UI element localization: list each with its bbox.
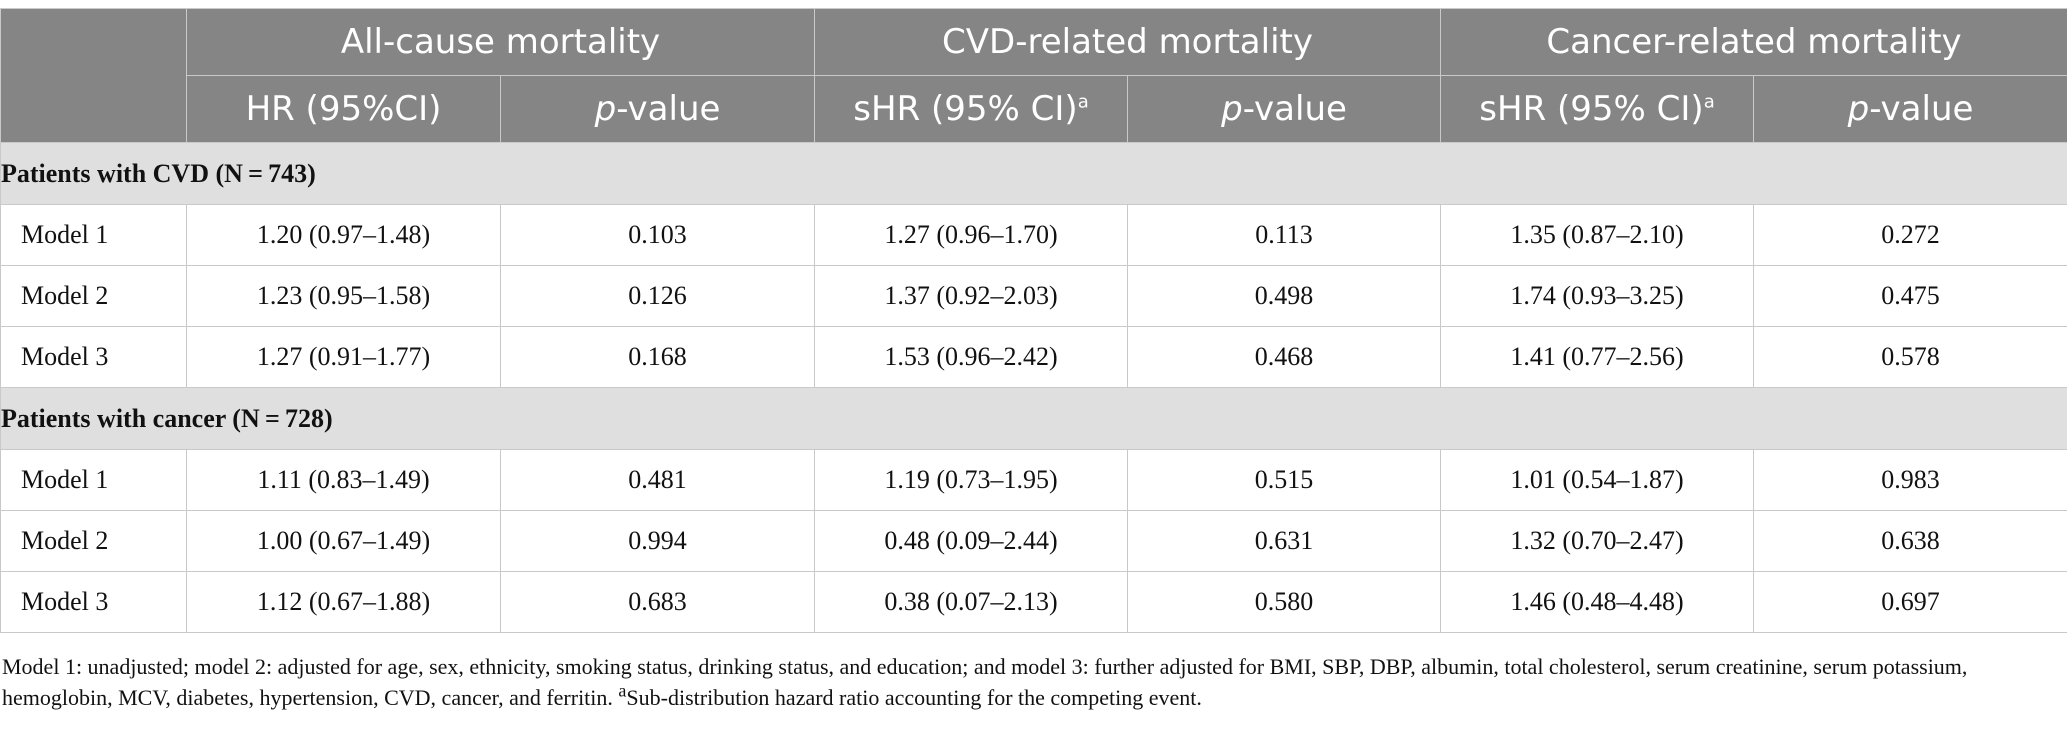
cell-shr-cancer: 1.01 (0.54–1.87) <box>1440 449 1755 511</box>
header-p-rest: -value <box>1242 89 1347 129</box>
header-hr-95ci: HR (95%CI) <box>186 75 501 143</box>
header-p-italic: p <box>1847 89 1870 129</box>
header-row-groups: All-cause mortality CVD-related mortalit… <box>0 8 2067 143</box>
header-footnote-mark: a <box>1077 91 1089 113</box>
header-cancer-related: Cancer-related mortality <box>1440 8 2067 76</box>
header-p-value-cancer: p-value <box>1753 75 2067 143</box>
header-shr-cvd-label: sHR (95% CI) <box>853 89 1078 129</box>
table-row: Model 3 1.12 (0.67–1.88) 0.683 0.38 (0.0… <box>0 571 2067 633</box>
table-row: Model 1 1.11 (0.83–1.49) 0.481 1.19 (0.7… <box>0 449 2067 511</box>
section-row-cvd: Patients with CVD (N = 743) <box>0 142 2067 205</box>
footnote-models: Model 1: unadjusted; model 2: adjusted f… <box>2 654 1968 710</box>
cell-hr: 1.00 (0.67–1.49) <box>186 510 501 572</box>
footnote-shr-note: Sub-distribution hazard ratio accounting… <box>626 685 1202 710</box>
cell-p-cvd: 0.631 <box>1127 510 1442 572</box>
header-corner-cell <box>0 8 187 143</box>
cell-shr-cvd: 0.38 (0.07–2.13) <box>814 571 1129 633</box>
model-label: Model 3 <box>0 571 187 633</box>
model-label: Model 1 <box>0 204 187 266</box>
cell-p-cancer: 0.475 <box>1753 265 2067 327</box>
cell-shr-cvd: 1.53 (0.96–2.42) <box>814 326 1129 388</box>
cell-p-cvd: 0.515 <box>1127 449 1442 511</box>
cell-shr-cvd: 0.48 (0.09–2.44) <box>814 510 1129 572</box>
header-shr-cancer: sHR (95% CI)a <box>1440 75 1755 143</box>
results-table-container: All-cause mortality CVD-related mortalit… <box>0 8 2067 633</box>
table-row: Model 3 1.27 (0.91–1.77) 0.168 1.53 (0.9… <box>0 326 2067 388</box>
footnote-mark: a <box>618 680 627 701</box>
cell-p-cvd: 0.580 <box>1127 571 1442 633</box>
header-p-value-allcause: p-value <box>499 75 816 143</box>
model-label: Model 2 <box>0 510 187 572</box>
cell-hr: 1.20 (0.97–1.48) <box>186 204 501 266</box>
cell-shr-cancer: 1.35 (0.87–2.10) <box>1440 204 1755 266</box>
model-label: Model 3 <box>0 326 187 388</box>
cell-hr: 1.11 (0.83–1.49) <box>186 449 501 511</box>
cell-hr: 1.27 (0.91–1.77) <box>186 326 501 388</box>
cell-shr-cancer: 1.46 (0.48–4.48) <box>1440 571 1755 633</box>
cell-p-cancer: 0.697 <box>1753 571 2067 633</box>
cell-shr-cancer: 1.32 (0.70–2.47) <box>1440 510 1755 572</box>
cell-p-allcause: 0.683 <box>499 571 816 633</box>
table-row: Model 2 1.23 (0.95–1.58) 0.126 1.37 (0.9… <box>0 265 2067 327</box>
header-p-rest: -value <box>616 89 721 129</box>
header-p-value-cvd: p-value <box>1127 75 1442 143</box>
cell-p-cancer: 0.272 <box>1753 204 2067 266</box>
header-p-italic: p <box>594 89 617 129</box>
model-label: Model 1 <box>0 449 187 511</box>
header-footnote-mark: a <box>1703 91 1715 113</box>
table-footnote: Model 1: unadjusted; model 2: adjusted f… <box>2 651 2057 713</box>
cell-shr-cvd: 1.19 (0.73–1.95) <box>814 449 1129 511</box>
cell-shr-cancer: 1.74 (0.93–3.25) <box>1440 265 1755 327</box>
section-title: Patients with cancer (N = 728) <box>0 387 2067 450</box>
header-cvd-related: CVD-related mortality <box>814 8 1442 76</box>
header-p-italic: p <box>1221 89 1243 129</box>
cell-p-cvd: 0.498 <box>1127 265 1442 327</box>
header-shr-cancer-label: sHR (95% CI) <box>1479 89 1704 129</box>
cell-p-allcause: 0.994 <box>499 510 816 572</box>
cell-p-cancer: 0.983 <box>1753 449 2067 511</box>
cell-p-allcause: 0.168 <box>499 326 816 388</box>
header-row-columns: HR (95%CI) p-value sHR (95% CI)a p-value… <box>1 75 2067 143</box>
model-label: Model 2 <box>0 265 187 327</box>
cell-p-cancer: 0.638 <box>1753 510 2067 572</box>
cell-shr-cancer: 1.41 (0.77–2.56) <box>1440 326 1755 388</box>
section-row-cancer: Patients with cancer (N = 728) <box>0 387 2067 450</box>
header-hr-label: HR (95%CI) <box>245 89 442 129</box>
cell-p-allcause: 0.103 <box>499 204 816 266</box>
cell-shr-cvd: 1.27 (0.96–1.70) <box>814 204 1129 266</box>
header-p-rest: -value <box>1869 89 1974 129</box>
mortality-hazard-table: All-cause mortality CVD-related mortalit… <box>0 8 2067 633</box>
header-shr-cvd: sHR (95% CI)a <box>814 75 1129 143</box>
cell-p-allcause: 0.481 <box>499 449 816 511</box>
cell-hr: 1.12 (0.67–1.88) <box>186 571 501 633</box>
cell-p-cancer: 0.578 <box>1753 326 2067 388</box>
cell-p-allcause: 0.126 <box>499 265 816 327</box>
cell-p-cvd: 0.113 <box>1127 204 1442 266</box>
table-row: Model 1 1.20 (0.97–1.48) 0.103 1.27 (0.9… <box>0 204 2067 266</box>
cell-p-cvd: 0.468 <box>1127 326 1442 388</box>
cell-shr-cvd: 1.37 (0.92–2.03) <box>814 265 1129 327</box>
header-all-cause: All-cause mortality <box>185 8 816 76</box>
section-title: Patients with CVD (N = 743) <box>0 142 2067 205</box>
table-row: Model 2 1.00 (0.67–1.49) 0.994 0.48 (0.0… <box>0 510 2067 572</box>
cell-hr: 1.23 (0.95–1.58) <box>186 265 501 327</box>
